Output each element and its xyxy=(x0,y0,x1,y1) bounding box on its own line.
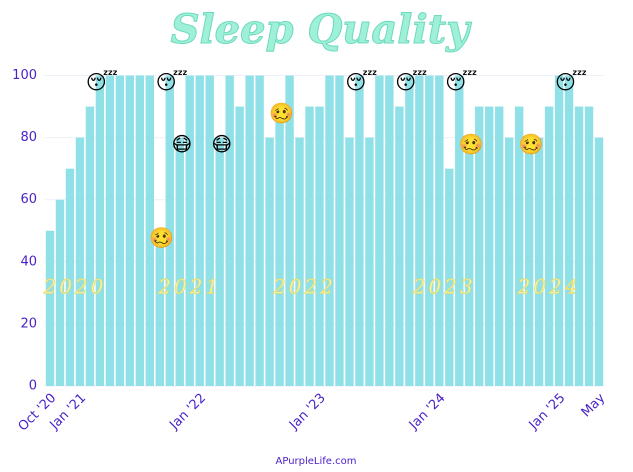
bar xyxy=(365,137,374,386)
bar xyxy=(285,75,294,387)
y-tick-label: 40 xyxy=(20,254,37,269)
bar xyxy=(295,137,304,386)
bar xyxy=(405,75,414,387)
bar xyxy=(574,106,584,387)
chart-title: Sleep Quality xyxy=(171,6,473,53)
bar xyxy=(75,137,85,386)
emoji: 🥴 xyxy=(519,132,544,156)
bar xyxy=(385,75,394,387)
bar xyxy=(205,75,214,387)
bar xyxy=(544,106,554,387)
bar xyxy=(115,75,125,387)
bar xyxy=(85,106,95,387)
bar xyxy=(554,75,564,387)
bar xyxy=(45,230,55,386)
bar xyxy=(265,137,274,386)
bar xyxy=(564,75,574,387)
emoji: 😴 xyxy=(345,70,377,94)
x-tick-label: Jan '25 xyxy=(526,391,569,434)
bar xyxy=(65,168,75,386)
bar xyxy=(475,106,484,387)
y-tick-label: 0 xyxy=(29,379,37,394)
y-tick-label: 80 xyxy=(20,130,37,145)
bar xyxy=(305,106,314,387)
bar xyxy=(135,75,145,387)
x-tick-label: May xyxy=(579,390,609,420)
emoji: 😴 xyxy=(86,70,118,94)
bar xyxy=(195,75,204,387)
x-tick-label: Jan '23 xyxy=(286,391,329,434)
year-label: 2023 xyxy=(412,275,476,299)
bar xyxy=(165,75,174,387)
bar xyxy=(55,199,65,386)
y-tick-label: 20 xyxy=(20,316,37,331)
bar xyxy=(145,75,155,387)
bar xyxy=(215,137,224,386)
y-tick-label: 60 xyxy=(20,192,37,207)
emoji: 😷 xyxy=(171,132,192,156)
bar xyxy=(325,75,334,387)
bar xyxy=(395,106,404,387)
bar xyxy=(105,75,115,387)
bar xyxy=(455,75,464,387)
bar xyxy=(95,75,105,387)
bar xyxy=(425,75,434,387)
year-label: 2022 xyxy=(272,275,336,299)
x-tick-label: Jan '24 xyxy=(406,391,449,434)
bar xyxy=(315,106,324,387)
bar xyxy=(485,106,494,387)
bar xyxy=(415,75,424,387)
emoji: 🥴 xyxy=(269,101,294,125)
source: APurpleLife.com xyxy=(276,456,357,467)
bar xyxy=(524,137,534,386)
emoji: 😴 xyxy=(555,70,587,94)
emoji: 😴 xyxy=(445,70,477,94)
bar xyxy=(175,137,184,386)
bar xyxy=(245,75,254,387)
emoji: 😴 xyxy=(156,70,188,94)
year-label: 2024 xyxy=(517,275,581,299)
emoji: 😴 xyxy=(395,70,427,94)
bar xyxy=(594,137,604,386)
bar xyxy=(225,75,234,387)
bar xyxy=(345,137,354,386)
bar xyxy=(534,137,544,386)
bar xyxy=(275,106,284,387)
bar xyxy=(494,106,504,387)
bar xyxy=(445,168,454,386)
bar xyxy=(125,75,135,387)
bar xyxy=(435,75,444,387)
bar xyxy=(255,75,264,387)
emoji: 🥴 xyxy=(459,132,484,156)
bar xyxy=(235,106,244,387)
x-tick-label: Jan '22 xyxy=(166,391,209,434)
bar xyxy=(465,137,474,386)
emoji: 😷 xyxy=(211,132,232,156)
bar xyxy=(584,106,594,387)
bar xyxy=(514,106,524,387)
bar xyxy=(155,230,164,386)
bar xyxy=(335,75,344,387)
year-label: 2020 xyxy=(42,275,106,299)
y-tick-label: 100 xyxy=(12,68,37,83)
bar xyxy=(504,137,514,386)
bar xyxy=(375,75,384,387)
year-label: 2021 xyxy=(157,275,221,299)
bar xyxy=(185,75,194,387)
emoji: 🥴 xyxy=(149,225,174,249)
bar xyxy=(355,75,364,387)
